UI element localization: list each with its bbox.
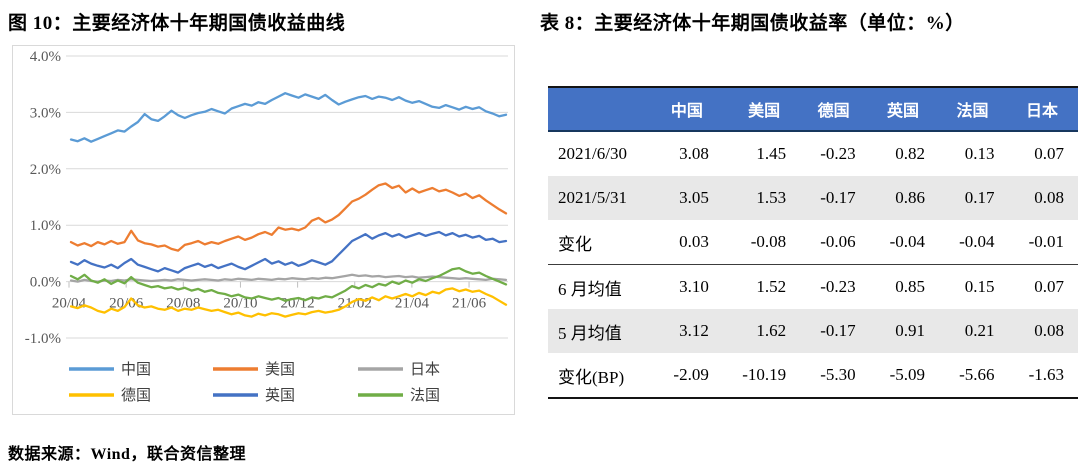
- table-cell: -2.09: [673, 365, 709, 384]
- series-line-germany: [69, 287, 508, 318]
- legend-label-uk: 英国: [265, 386, 295, 404]
- table-cell: 0.86: [895, 188, 926, 207]
- table-row: 2021/5/31 3.05 1.53 -0.17 0.86 0.17 0.08: [548, 176, 1078, 220]
- table-cell: 0.08: [1034, 188, 1064, 207]
- table-cell: 0.15: [964, 277, 995, 296]
- table-header-cell: 中国: [670, 103, 703, 120]
- table-cell: 3.12: [679, 321, 709, 340]
- legend-label-usa: 美国: [265, 361, 295, 378]
- table-cell: -0.17: [820, 321, 856, 340]
- y-axis-label: 4.0%: [30, 49, 61, 65]
- table-cell: -0.08: [750, 232, 787, 251]
- table-header-cell: 德国: [817, 103, 850, 120]
- row-label: 变化: [558, 234, 592, 254]
- table-row: 变化 0.03 -0.08 -0.06 -0.04 -0.04 -0.01: [548, 220, 1078, 265]
- yield-table: 中国 美国 德国 英国 法国 日本 2021/6/30 3.08 1.45 -0.23 0.82 0…: [548, 86, 1078, 399]
- legend-label-japan: 日本: [410, 361, 440, 378]
- table-cell: -0.06: [820, 232, 856, 251]
- x-axis-label: 20/10: [223, 296, 257, 312]
- table-cell: 0.17: [964, 188, 995, 207]
- table-cell: 0.13: [964, 144, 995, 163]
- y-axis-label: 1.0%: [30, 218, 61, 234]
- table-cell: 0.91: [895, 321, 926, 340]
- yield-table-head: 中国 美国 德国 英国 法国 日本: [548, 87, 1078, 131]
- table-cell: 0.07: [1034, 277, 1064, 296]
- legend-label-germany: 德国: [121, 386, 151, 404]
- table-row: 2021/6/30 3.08 1.45 -0.23 0.82 0.13 0.07: [548, 131, 1078, 176]
- row-label: 变化(BP): [558, 367, 625, 387]
- series-line-france: [69, 266, 508, 302]
- table-cell: 3.10: [679, 277, 709, 296]
- legend-label-china: 中国: [121, 361, 151, 378]
- table-cell: -0.17: [820, 188, 856, 207]
- table-cell: 0.08: [1034, 321, 1064, 340]
- yield-table-body: 2021/6/30 3.08 1.45 -0.23 0.82 0.13 0.07 2021/5…: [548, 131, 1078, 398]
- figure-title: 图 10：主要经济体十年期国债收益曲线: [8, 13, 346, 34]
- table-header-cell: 英国: [887, 103, 920, 120]
- table-cell: 1.53: [756, 188, 787, 207]
- table-cell: 1.52: [756, 277, 787, 296]
- table-header-cell: 美国: [748, 103, 781, 120]
- row-label: 5 月均值: [558, 323, 622, 343]
- table-row: 5 月均值 3.12 1.62 -0.17 0.91 0.21 0.08: [548, 309, 1078, 353]
- series-line-usa: [69, 182, 508, 252]
- table-cell: 3.08: [679, 144, 709, 163]
- table-row: 变化(BP) -2.09 -10.19 -5.30 -5.09 -5.66 -1.63: [548, 353, 1078, 398]
- y-axis-label: -1.0%: [25, 331, 61, 347]
- table-cell: -0.23: [820, 277, 856, 296]
- table-cell: -1.63: [1028, 365, 1064, 384]
- row-label: 2021/5/31: [558, 188, 627, 207]
- x-axis-label: 21/06: [452, 296, 487, 312]
- y-axis-label: 2.0%: [30, 162, 61, 178]
- row-label: 2021/6/30: [558, 144, 627, 163]
- x-axis-label: 21/04: [395, 296, 430, 312]
- table-header-cell: 法国: [956, 103, 989, 120]
- series-line-japan: [69, 273, 508, 283]
- series-line-china: [69, 92, 508, 143]
- table-cell: -5.30: [820, 365, 856, 384]
- yield-table-section: 中国 美国 德国 英国 法国 日本 2021/6/30 3.08 1.45 -0.23 0.82 0…: [548, 86, 1078, 399]
- table-cell: -0.04: [959, 232, 995, 251]
- table-cell: 0.21: [964, 321, 995, 340]
- table-cell: -5.09: [889, 365, 926, 384]
- legend-label-france: 法国: [410, 387, 440, 404]
- yield-chart-svg: 4.0%3.0%2.0%1.0%0.0%-1.0%20/04 20/06 20/08…: [25, 49, 508, 404]
- table-cell: 0.85: [895, 277, 926, 296]
- yield-line-chart: 4.0% 3.0% 2.0% 1.0% 0.0% -1.0% 20/04 20/06 20/08…: [12, 45, 515, 415]
- table-cell: -5.66: [959, 365, 995, 384]
- table-cell: -0.04: [889, 232, 926, 251]
- table-cell: 1.62: [756, 321, 787, 340]
- table-cell: 3.05: [679, 188, 709, 207]
- table-row: 6 月均值 3.10 1.52 -0.23 0.85 0.15 0.07: [548, 265, 1078, 310]
- row-label: 6 月均值: [558, 279, 622, 299]
- series-line-uk: [69, 230, 508, 274]
- table-cell: -0.23: [820, 144, 856, 163]
- table-title: 表 8：主要经济体十年期国债收益率（单位：%）: [540, 13, 965, 34]
- data-source-note: 数据来源：Wind，联合资信整理: [8, 446, 246, 463]
- table-header-row: 中国 美国 德国 英国 法国 日本: [548, 87, 1078, 131]
- x-axis-label: 21/02: [338, 296, 372, 312]
- x-axis-label: 20/08: [166, 296, 200, 312]
- table-header-cell: 日本: [1025, 103, 1058, 120]
- table-cell: -0.01: [1028, 232, 1064, 251]
- table-cell: 0.03: [679, 232, 709, 251]
- table-cell: 1.45: [756, 144, 787, 163]
- y-axis-label: 3.0%: [30, 105, 61, 121]
- table-header-cell-empty: [548, 87, 653, 131]
- table-cell: 0.07: [1034, 144, 1064, 163]
- y-axis-label: 0.0%: [30, 275, 61, 291]
- table-cell: 0.82: [895, 144, 926, 163]
- table-cell: -10.19: [742, 365, 787, 384]
- x-axis-label: 20/04: [52, 296, 87, 312]
